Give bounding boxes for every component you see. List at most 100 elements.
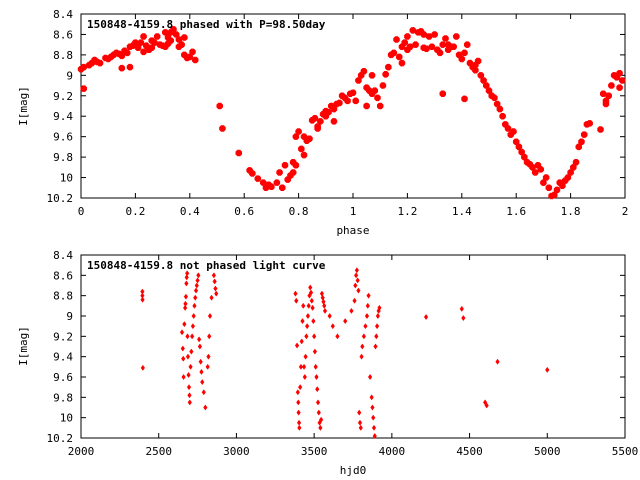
top-data-point (216, 102, 223, 110)
bottom-data-point (369, 394, 374, 401)
top-data-point (352, 97, 359, 105)
top-data-point (605, 92, 612, 100)
bottom-data-point (371, 424, 377, 431)
top-data-point (376, 102, 384, 110)
top-x-tick-label: 1.2 (397, 205, 417, 218)
top-x-tick-label: 1.4 (452, 205, 472, 218)
bottom-data-point (190, 323, 196, 330)
bottom-plot-ylabel: I[mag] (17, 326, 30, 366)
bottom-data-point (296, 409, 301, 416)
bottom-data-point (371, 414, 376, 421)
bottom-data-point (302, 373, 307, 381)
bottom-data-point (322, 302, 327, 309)
top-data-point (379, 82, 387, 89)
bottom-data-point (188, 363, 193, 370)
bottom-data-point (197, 336, 202, 343)
bottom-data-point (354, 267, 360, 274)
bottom-data-point (372, 432, 377, 440)
top-data-point (567, 169, 574, 176)
top-y-tick-label: 10.2 (47, 192, 74, 205)
bottom-data-point (305, 312, 311, 320)
bottom-data-point (207, 333, 212, 340)
bottom-data-point (358, 424, 363, 431)
top-data-point (191, 56, 199, 64)
top-data-point (444, 46, 452, 54)
top-data-point (616, 84, 623, 91)
bottom-data-point (366, 292, 371, 299)
bottom-plot-marks (140, 267, 550, 440)
top-data-point (401, 39, 408, 46)
bottom-data-point (185, 353, 191, 360)
bottom-data-point (364, 312, 370, 320)
top-data-point (542, 174, 550, 181)
bottom-data-point (309, 297, 314, 304)
bottom-data-point (495, 358, 500, 365)
bottom-data-point (357, 419, 363, 426)
bottom-data-point (310, 304, 315, 311)
top-data-point (385, 63, 392, 71)
top-data-point (619, 77, 626, 84)
bottom-data-point (186, 371, 191, 379)
bottom-data-point (183, 304, 188, 311)
bottom-data-point (360, 343, 365, 350)
bottom-data-point (343, 318, 348, 325)
bottom-data-point (298, 363, 304, 370)
bottom-data-point (353, 282, 358, 289)
top-data-point (491, 94, 498, 102)
top-data-point (167, 37, 175, 44)
top-data-point (390, 49, 398, 57)
bottom-data-point (191, 312, 196, 320)
bottom-data-point (186, 384, 192, 391)
bottom-data-point (353, 272, 359, 279)
bottom-data-point (181, 355, 186, 362)
bottom-data-point (299, 338, 304, 345)
top-data-point (289, 169, 297, 176)
top-y-tick-label: 8.4 (53, 8, 73, 21)
top-data-point (140, 33, 147, 40)
bottom-data-point (203, 404, 208, 411)
bottom-data-point (363, 323, 368, 330)
top-data-point (322, 112, 330, 120)
top-data-point (496, 105, 504, 113)
bottom-data-point (377, 304, 382, 311)
top-data-point (306, 135, 313, 142)
bottom-data-point (207, 312, 213, 320)
top-data-point (186, 53, 194, 61)
bottom-data-point (461, 314, 466, 322)
bottom-data-point (311, 318, 316, 325)
bottom-data-point (205, 363, 210, 370)
top-plot-marks (77, 26, 626, 200)
top-data-point (219, 125, 226, 132)
bottom-y-tick-label: 9.4 (53, 351, 73, 364)
bottom-data-point (193, 287, 199, 294)
top-data-point (140, 48, 147, 56)
top-data-point (586, 120, 593, 127)
bottom-y-tick-label: 9.8 (53, 391, 73, 404)
bottom-data-point (187, 392, 192, 399)
bottom-x-tick-label: 3500 (301, 445, 328, 458)
bottom-data-point (301, 302, 306, 309)
top-data-point (382, 71, 389, 78)
bottom-data-point (300, 318, 305, 325)
bottom-data-point (367, 373, 373, 381)
top-data-point (450, 43, 457, 50)
top-x-tick-label: 0 (78, 205, 85, 218)
bottom-data-point (293, 290, 298, 297)
top-data-point (463, 41, 471, 48)
top-data-point (428, 43, 436, 50)
top-data-point (602, 100, 610, 108)
top-data-point (80, 63, 87, 71)
bottom-plot-xlabel: hjd0 (340, 464, 367, 477)
bottom-y-tick-label: 8.8 (53, 290, 73, 303)
top-data-point (317, 118, 324, 125)
top-data-point (616, 70, 623, 77)
bottom-data-point (196, 272, 201, 279)
top-data-point (551, 191, 558, 199)
top-data-point (420, 31, 427, 38)
top-y-tick-label: 9.4 (53, 110, 73, 123)
top-data-point (298, 145, 305, 153)
top-data-point (564, 174, 572, 181)
bottom-data-point (330, 323, 335, 330)
top-data-point (436, 49, 444, 57)
bottom-data-point (315, 399, 321, 406)
